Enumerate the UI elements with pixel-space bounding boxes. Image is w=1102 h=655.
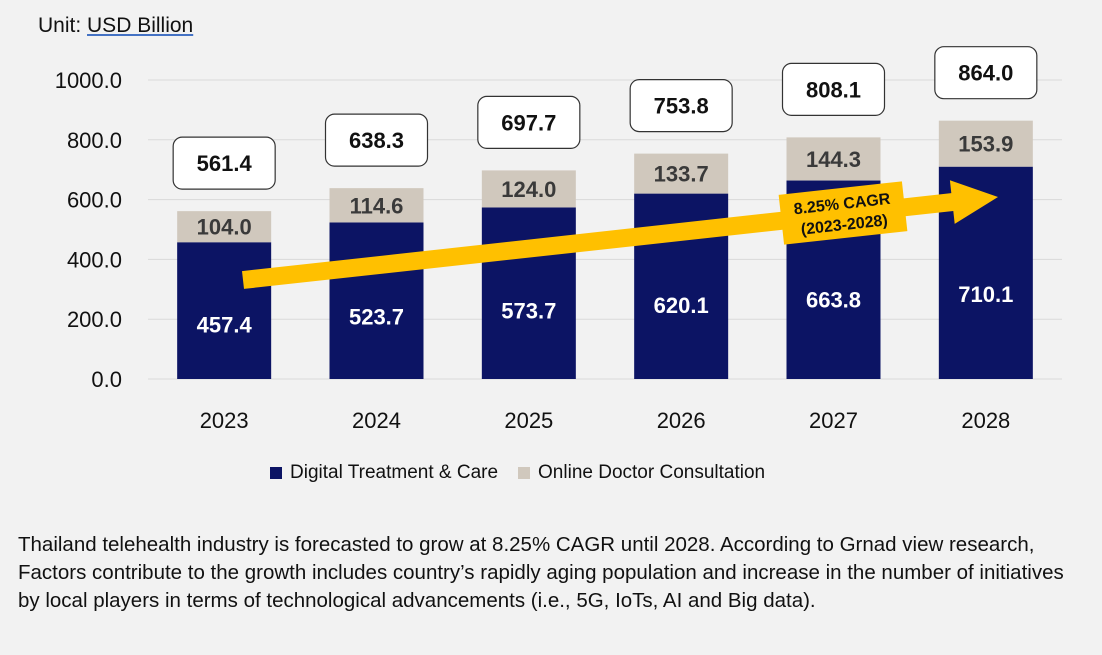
x-tick-label: 2028 [961, 408, 1010, 433]
unit-prefix: Unit: [38, 14, 88, 37]
bar-digital-2023 [177, 242, 272, 379]
total-box [629, 79, 733, 133]
cagr-arrow [242, 180, 998, 289]
data-label-online: 133.7 [654, 162, 709, 187]
data-label-online: 124.0 [501, 177, 556, 202]
data-label-online: 144.3 [806, 147, 861, 172]
y-tick-label: 800.0 [67, 128, 122, 153]
y-tick-label: 0.0 [91, 367, 122, 392]
x-tick-label: 2024 [352, 408, 401, 433]
cagr-annotation-box [778, 181, 908, 245]
data-label-digital: 457.4 [197, 312, 253, 337]
total-label: 753.8 [654, 94, 709, 119]
data-label-digital: 523.7 [349, 304, 404, 329]
total-label: 638.3 [349, 128, 404, 153]
x-tick-label: 2025 [504, 408, 553, 433]
y-tick-label: 1000.0 [55, 68, 122, 93]
bar-online-2024 [329, 188, 424, 223]
data-label-online: 104.0 [197, 215, 252, 240]
bar-online-2028 [938, 120, 1033, 167]
legend-item-digital: Digital Treatment & Care [270, 462, 498, 484]
bar-digital-2025 [481, 207, 576, 379]
x-tick-label: 2026 [657, 408, 706, 433]
total-box [477, 95, 581, 149]
bar-online-2027 [786, 137, 881, 181]
total-label: 808.1 [806, 77, 861, 102]
legend-swatch-digital [270, 467, 282, 479]
x-tick-label: 2023 [200, 408, 249, 433]
data-label-digital: 620.1 [654, 293, 709, 318]
data-label-digital: 710.1 [958, 282, 1013, 307]
legend-item-online: Online Doctor Consultation [518, 462, 765, 484]
y-tick-label: 400.0 [67, 247, 122, 272]
total-box [934, 46, 1038, 100]
total-label: 864.0 [958, 61, 1013, 86]
caption-text: Thailand telehealth industry is forecast… [18, 533, 1064, 612]
total-box [172, 136, 276, 190]
data-label-online: 114.6 [350, 193, 404, 218]
bar-online-2023 [177, 211, 272, 243]
data-label-online: 153.9 [958, 132, 1013, 157]
stacked-bar-chart: 0.0 200.0 400.0 600.0 800.0 1000.0 457.4 104.0 5… [55, 46, 1062, 433]
bar-digital-2024 [329, 222, 424, 379]
bar-online-2026 [634, 153, 729, 194]
data-label-digital: 573.7 [501, 298, 556, 323]
cagr-annotation: 8.25% CAGR(2023-2028) [778, 181, 908, 245]
total-box [324, 113, 429, 167]
bar-online-2025 [481, 170, 576, 208]
unit-value: USD Billion [87, 14, 194, 37]
legend-label-online: Online Doctor Consultation [538, 462, 766, 483]
data-label-digital: 663.8 [806, 288, 861, 313]
total-label: 561.4 [197, 151, 253, 176]
legend-swatch-online [518, 467, 531, 479]
y-tick-label: 600.0 [67, 188, 122, 213]
total-label: 697.7 [501, 110, 556, 135]
chart-legend: Digital Treatment & Care Online Doctor C… [270, 462, 765, 484]
total-box [781, 62, 886, 116]
y-tick-label: 200.0 [67, 307, 122, 332]
unit-label: Unit: USD Billion [38, 14, 193, 38]
x-tick-label: 2027 [809, 408, 858, 433]
legend-label-digital: Digital Treatment & Care [290, 462, 499, 483]
